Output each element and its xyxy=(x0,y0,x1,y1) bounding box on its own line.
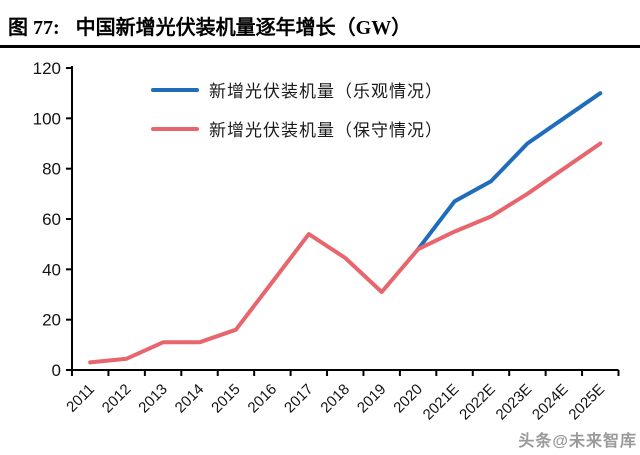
figure-number-label: 图 77: xyxy=(8,17,60,39)
x-tick-label: 2022E xyxy=(456,381,499,424)
title-divider-rule xyxy=(0,45,640,48)
x-tick-label: 2011 xyxy=(63,381,98,416)
legend-line-swatch xyxy=(151,87,199,92)
legend-line-swatch xyxy=(151,126,199,131)
x-tick-label: 2013 xyxy=(135,381,171,417)
watermark-text: 头条@未来智库 xyxy=(518,433,637,450)
y-tick-label: 60 xyxy=(42,210,61,229)
x-tick-label: 2023E xyxy=(493,381,536,424)
series-line xyxy=(416,91,603,252)
x-tick-label: 2021E xyxy=(420,381,463,424)
y-tick-label: 120 xyxy=(33,59,61,78)
legend-label: 新增光伏装机量（保守情况） xyxy=(209,121,443,140)
x-tick-label: 2015 xyxy=(208,381,244,417)
figure-title: 图 77: 中国新增光伏装机量逐年增长（GW） xyxy=(8,11,411,40)
figure-title-text: 中国新增光伏装机量逐年增长（GW） xyxy=(75,17,412,39)
x-tick-label: 2018 xyxy=(317,381,353,417)
chart-legend: 新增光伏装机量（乐观情况） 新增光伏装机量（保守情况） xyxy=(151,80,443,140)
legend-label: 新增光伏装机量（乐观情况） xyxy=(209,82,443,101)
x-tick-label: 2012 xyxy=(99,381,135,417)
y-tick-label: 40 xyxy=(42,260,61,279)
y-tick-label: 100 xyxy=(33,109,61,128)
y-tick-label: 0 xyxy=(52,361,61,380)
x-tick-label: 2019 xyxy=(354,381,390,417)
y-tick-label: 80 xyxy=(42,160,61,179)
x-tick-label: 2014 xyxy=(172,381,208,417)
x-tick-label: 2025E xyxy=(565,381,608,424)
legend-item-1: 新增光伏装机量（保守情况） xyxy=(151,119,443,140)
x-tick-label: 2016 xyxy=(245,381,281,417)
x-tick-label: 2017 xyxy=(281,381,317,417)
legend-item-0: 新增光伏装机量（乐观情况） xyxy=(151,80,443,101)
x-tick-label: 2024E xyxy=(529,381,572,424)
y-tick-label: 20 xyxy=(42,311,61,330)
series-line xyxy=(88,141,603,365)
